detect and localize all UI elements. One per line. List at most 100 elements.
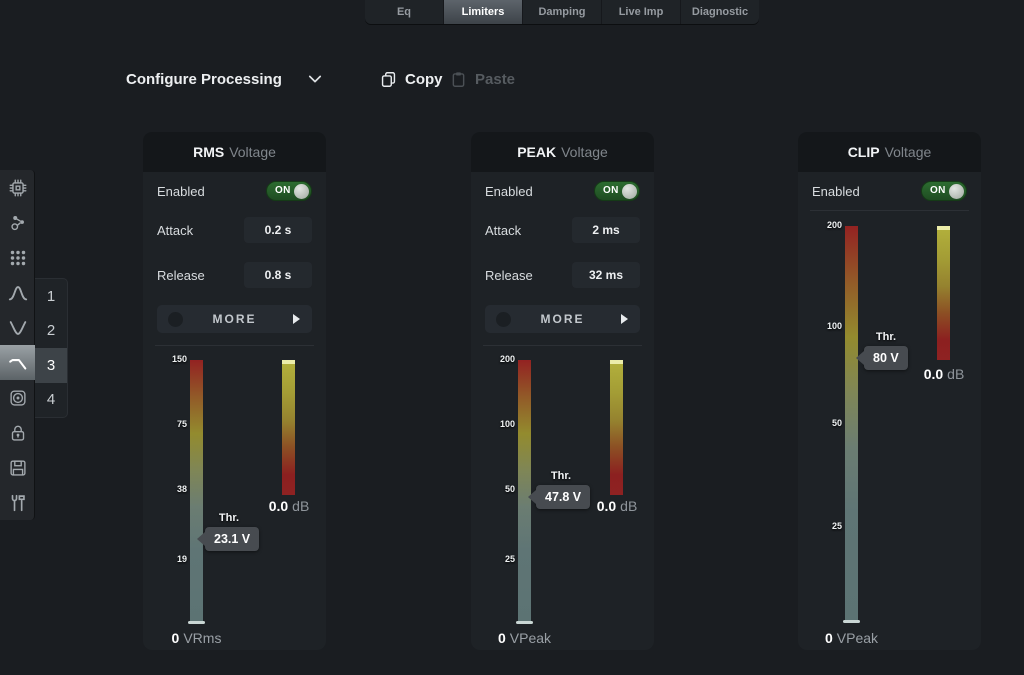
- panel-title-peak: PEAK Voltage: [471, 132, 654, 172]
- enabled-toggle[interactable]: ON: [266, 181, 312, 201]
- copy-button[interactable]: Copy: [379, 67, 443, 91]
- panel-title-rms: RMS Voltage: [143, 132, 326, 172]
- lock-icon[interactable]: [0, 415, 35, 450]
- enabled-label: Enabled: [485, 183, 533, 199]
- release-label: Release: [157, 267, 205, 283]
- attack-label: Attack: [485, 222, 522, 238]
- threshold-handle[interactable]: 23.1 V: [196, 527, 260, 551]
- gain-reduction-readout: 0.0 dB: [239, 498, 339, 514]
- attack-row: Attack 0.2 s: [157, 217, 312, 243]
- scale-tick: 75: [176, 419, 187, 429]
- divider: [155, 345, 314, 346]
- scale-tick: 200: [826, 220, 842, 230]
- release-row: Release 0.8 s: [157, 262, 312, 288]
- tab-bar: Eq Limiters Damping Live Imp Diagnostic: [365, 0, 759, 24]
- save-icon[interactable]: [0, 450, 35, 485]
- eq-curve-icon[interactable]: [0, 275, 35, 310]
- channel-item-2[interactable]: 2: [46, 322, 56, 340]
- gain-reduction-readout: 0.0 dB: [567, 498, 667, 514]
- meter-value-readout: 0 VPeak: [803, 630, 900, 646]
- threshold-label: Thr.: [218, 512, 240, 524]
- threshold-handle[interactable]: 80 V: [856, 346, 908, 370]
- attack-row: Attack 2 ms: [485, 217, 640, 243]
- gain-reduction-bar: [282, 360, 295, 495]
- chip-icon[interactable]: [0, 170, 35, 205]
- enabled-toggle[interactable]: ON: [594, 181, 640, 201]
- gain-unit: dB: [292, 498, 310, 514]
- copy-icon: [381, 71, 396, 87]
- paste-button[interactable]: Paste: [449, 67, 515, 91]
- divider: [483, 345, 642, 346]
- scale-tick: 50: [831, 418, 842, 428]
- meter-value: 0: [171, 630, 180, 646]
- release-input[interactable]: 0.8 s: [244, 262, 312, 288]
- gain-value: 0.0: [923, 366, 944, 382]
- more-button[interactable]: MORE: [157, 305, 312, 333]
- meter-unit: VRms: [183, 630, 222, 646]
- scale-tick: 38: [176, 484, 187, 494]
- tab-live-imp[interactable]: Live Imp: [601, 0, 680, 24]
- panel-title-sub: Voltage: [884, 144, 932, 160]
- gain-reduction-bar: [610, 360, 623, 495]
- threshold-label: Thr.: [550, 470, 572, 482]
- meter-value-readout: 0 VPeak: [476, 630, 573, 646]
- channel-item-1[interactable]: 1: [46, 287, 56, 305]
- toggle-knob: [294, 183, 309, 199]
- enabled-toggle[interactable]: ON: [921, 181, 967, 201]
- tab-diagnostic[interactable]: Diagnostic: [680, 0, 759, 24]
- scale-tick: 50: [504, 484, 515, 494]
- limiter-icon[interactable]: [0, 345, 35, 380]
- attack-input[interactable]: 0.2 s: [244, 217, 312, 243]
- toggle-knob: [949, 183, 964, 199]
- copy-label: Copy: [405, 70, 443, 88]
- more-button[interactable]: MORE: [485, 305, 640, 333]
- more-label: MORE: [212, 312, 257, 326]
- scale-tick: 25: [831, 521, 842, 531]
- meter-value-indicator: [843, 620, 860, 623]
- panel-title-clip: CLIP Voltage: [798, 132, 981, 172]
- voltage-meter-bar: [845, 226, 858, 622]
- scale-tick: 25: [504, 554, 515, 564]
- signal-flow-icon[interactable]: [0, 205, 35, 240]
- gain-unit: dB: [620, 498, 638, 514]
- channel-item-3[interactable]: 3: [35, 348, 67, 383]
- panel-title-strong: PEAK: [517, 144, 557, 160]
- tab-eq[interactable]: Eq: [396, 6, 412, 18]
- toggle-state-label: ON: [603, 185, 619, 196]
- meter-value-indicator: [516, 621, 533, 624]
- release-input[interactable]: 32 ms: [572, 262, 640, 288]
- meter-value-readout: 0 VRms: [148, 630, 245, 646]
- gain-value: 0.0: [268, 498, 289, 514]
- panel-title-strong: CLIP: [847, 144, 880, 160]
- meter-value-indicator: [188, 621, 205, 624]
- channel-item-4[interactable]: 4: [46, 391, 56, 409]
- gain-reduction-readout: 0.0 dB: [894, 366, 994, 382]
- toggle-state-label: ON: [930, 185, 946, 196]
- chevron-down-icon: [308, 75, 321, 83]
- gain-reduction-bar: [937, 226, 950, 360]
- scale-tick: 100: [826, 321, 842, 331]
- tab-damping[interactable]: Damping: [522, 0, 601, 24]
- enabled-label: Enabled: [812, 183, 860, 199]
- more-label: MORE: [540, 312, 585, 326]
- release-row: Release 32 ms: [485, 262, 640, 288]
- threshold-handle[interactable]: 47.8 V: [527, 485, 591, 509]
- attack-input[interactable]: 2 ms: [572, 217, 640, 243]
- speaker-icon[interactable]: [0, 380, 35, 415]
- toggle-state-label: ON: [275, 185, 291, 196]
- tab-limiters[interactable]: Limiters: [443, 0, 522, 24]
- voltage-meter-bar: [518, 360, 531, 623]
- voltage-meter-bar: [190, 360, 203, 623]
- gain-unit: dB: [947, 366, 965, 382]
- configure-processing-dropdown[interactable]: Configure Processing: [126, 66, 324, 92]
- configure-processing-label: Configure Processing: [126, 70, 282, 88]
- paste-label: Paste: [475, 70, 516, 88]
- matrix-icon[interactable]: [0, 240, 35, 275]
- toggle-knob: [622, 183, 637, 199]
- crossover-icon[interactable]: [0, 310, 35, 345]
- enabled-label: Enabled: [157, 183, 205, 199]
- enabled-row: Enabled ON: [157, 178, 312, 204]
- panel-title-sub: Voltage: [229, 144, 276, 160]
- tools-icon[interactable]: [0, 485, 35, 520]
